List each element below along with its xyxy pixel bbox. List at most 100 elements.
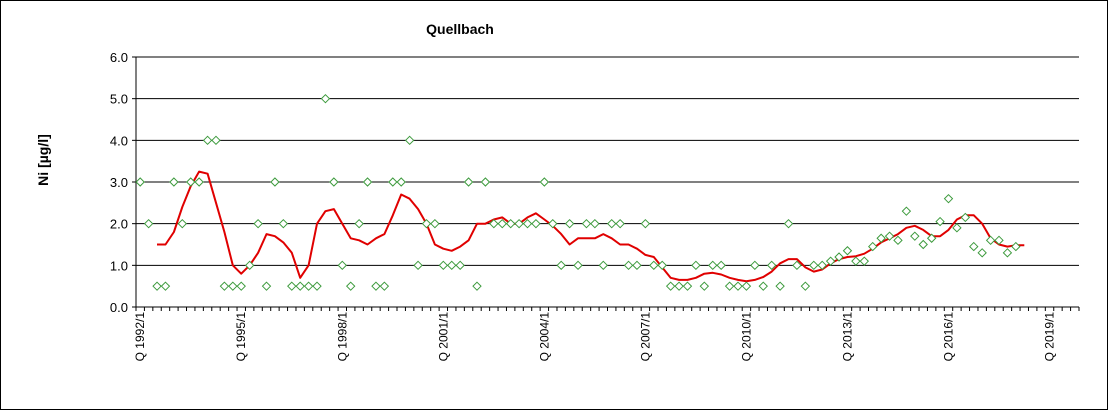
data-point bbox=[295, 281, 305, 291]
data-point bbox=[480, 177, 491, 187]
data-point bbox=[379, 281, 390, 291]
data-point bbox=[169, 177, 179, 187]
data-point bbox=[825, 256, 836, 266]
y-tick-label: 1.0 bbox=[110, 258, 128, 273]
data-point bbox=[312, 281, 322, 291]
data-point bbox=[455, 260, 465, 271]
data-point bbox=[430, 218, 440, 229]
x-tick-label: Q 2016/1 bbox=[941, 312, 955, 362]
point-layer bbox=[135, 93, 1021, 291]
data-point bbox=[994, 235, 1004, 246]
data-point bbox=[943, 193, 954, 204]
data-point bbox=[766, 260, 777, 271]
data-point bbox=[522, 218, 533, 229]
data-point bbox=[531, 218, 541, 229]
data-point bbox=[303, 281, 314, 291]
trend-line bbox=[157, 170, 1025, 283]
axis-layer: 0.0 1.0 2.0 3.0 4.0 5.0 6.0 Q 1992/1 Q 1995/1 Q 1… bbox=[110, 50, 1080, 362]
y-tick-label: 3.0 bbox=[110, 175, 128, 190]
data-point bbox=[876, 233, 886, 243]
data-point bbox=[320, 93, 331, 104]
data-point bbox=[177, 218, 188, 229]
data-point bbox=[649, 260, 659, 271]
data-point bbox=[421, 218, 432, 229]
data-point bbox=[716, 260, 726, 271]
data-point bbox=[438, 260, 449, 271]
data-point bbox=[278, 218, 289, 229]
data-point bbox=[901, 206, 912, 216]
data-point bbox=[935, 216, 945, 227]
data-point bbox=[708, 260, 718, 271]
data-point bbox=[750, 260, 760, 271]
data-point bbox=[977, 248, 987, 258]
data-point bbox=[581, 218, 592, 229]
data-point bbox=[783, 218, 794, 229]
data-point bbox=[792, 260, 802, 271]
data-point bbox=[691, 260, 701, 271]
x-tick-label: Q 1998/1 bbox=[335, 312, 349, 362]
data-point bbox=[699, 281, 710, 291]
data-point bbox=[556, 260, 566, 271]
data-point bbox=[607, 218, 617, 229]
data-point bbox=[270, 177, 280, 187]
data-point bbox=[396, 177, 406, 187]
data-point bbox=[388, 177, 398, 187]
data-point bbox=[884, 231, 895, 241]
x-tick-label: Q 1995/1 bbox=[234, 312, 248, 362]
data-point bbox=[817, 260, 827, 271]
data-point bbox=[640, 218, 651, 229]
data-point bbox=[859, 256, 870, 266]
x-tick-label: Q 2013/1 bbox=[840, 312, 854, 362]
data-point bbox=[1002, 248, 1013, 258]
data-point bbox=[733, 281, 743, 291]
data-point bbox=[244, 260, 255, 271]
data-point bbox=[287, 281, 297, 291]
chart-title: Quellbach bbox=[426, 21, 494, 37]
data-point bbox=[960, 212, 971, 223]
data-point bbox=[598, 260, 608, 271]
data-point bbox=[345, 281, 356, 291]
y-tick-label: 2.0 bbox=[110, 217, 128, 232]
data-point bbox=[489, 218, 499, 229]
data-point bbox=[253, 218, 263, 229]
data-point bbox=[632, 260, 642, 271]
grid-layer bbox=[136, 56, 1079, 266]
data-point bbox=[202, 135, 213, 146]
data-point bbox=[354, 218, 364, 229]
data-point bbox=[918, 239, 928, 250]
data-point bbox=[615, 218, 625, 229]
data-point bbox=[447, 260, 457, 271]
x-tick-label: Q 2001/1 bbox=[436, 312, 450, 362]
data-point bbox=[657, 260, 667, 271]
data-point bbox=[952, 223, 962, 233]
x-tick-label: Q 1992/1 bbox=[133, 312, 147, 362]
data-point bbox=[573, 260, 583, 271]
data-point bbox=[413, 260, 423, 271]
data-point bbox=[985, 235, 996, 246]
data-point bbox=[926, 233, 937, 243]
x-tick-label: Q 2019/1 bbox=[1043, 312, 1057, 362]
data-point bbox=[514, 218, 524, 229]
x-tick-label: Q 2004/1 bbox=[537, 312, 551, 362]
data-point bbox=[851, 256, 861, 266]
data-point bbox=[842, 246, 853, 256]
data-point bbox=[682, 281, 693, 291]
data-point bbox=[261, 281, 272, 291]
y-tick-label: 0.0 bbox=[110, 300, 128, 315]
data-point bbox=[472, 281, 482, 291]
data-point bbox=[135, 177, 145, 187]
data-point bbox=[590, 218, 600, 229]
data-point bbox=[160, 281, 171, 291]
data-point bbox=[868, 241, 878, 252]
data-point bbox=[194, 177, 204, 187]
data-point bbox=[211, 135, 221, 146]
data-point bbox=[505, 218, 516, 229]
data-point bbox=[1011, 241, 1021, 252]
data-point bbox=[497, 218, 507, 229]
data-point bbox=[910, 231, 920, 241]
data-point bbox=[834, 252, 844, 262]
data-point bbox=[724, 281, 735, 291]
data-point bbox=[548, 218, 558, 229]
